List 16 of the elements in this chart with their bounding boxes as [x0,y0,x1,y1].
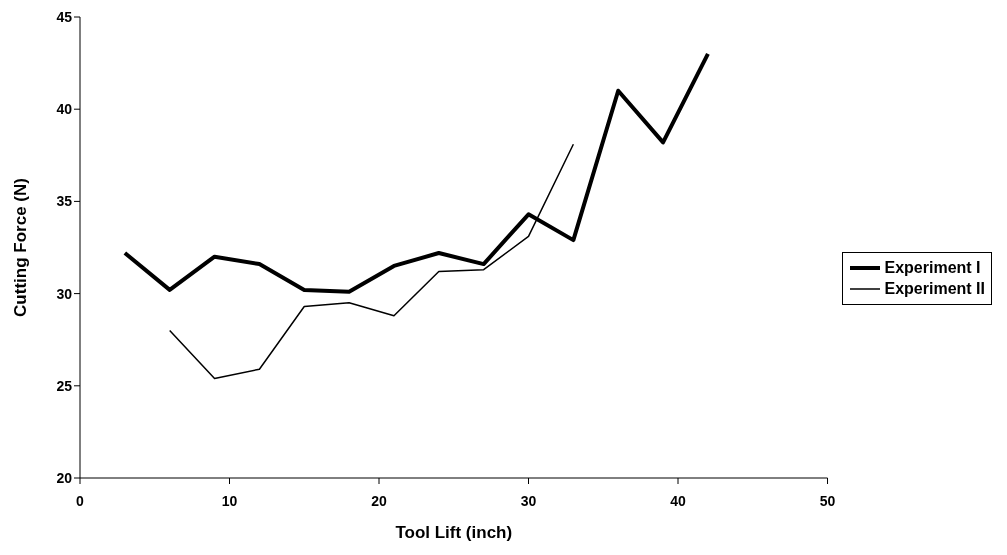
y-tick-label: 20 [56,469,73,486]
y-tick-label: 35 [56,193,73,210]
x-tick-label: 10 [221,492,238,509]
legend-label: Experiment II [884,279,985,298]
y-tick-label: 45 [56,8,73,25]
y-tick-label: 30 [56,285,73,302]
y-axis-title: Cutting Force (N) [11,178,31,317]
x-tick-label: 30 [520,492,537,509]
x-tick-label: 40 [670,492,687,509]
y-tick-label: 40 [56,101,73,118]
x-tick-label: 0 [76,492,85,509]
x-axis-title: Tool Lift (inch) [395,523,513,542]
y-tick-label: 25 [56,377,73,394]
x-tick-label: 20 [371,492,387,509]
x-tick-label: 50 [819,492,836,509]
legend-label: Experiment I [884,258,981,277]
